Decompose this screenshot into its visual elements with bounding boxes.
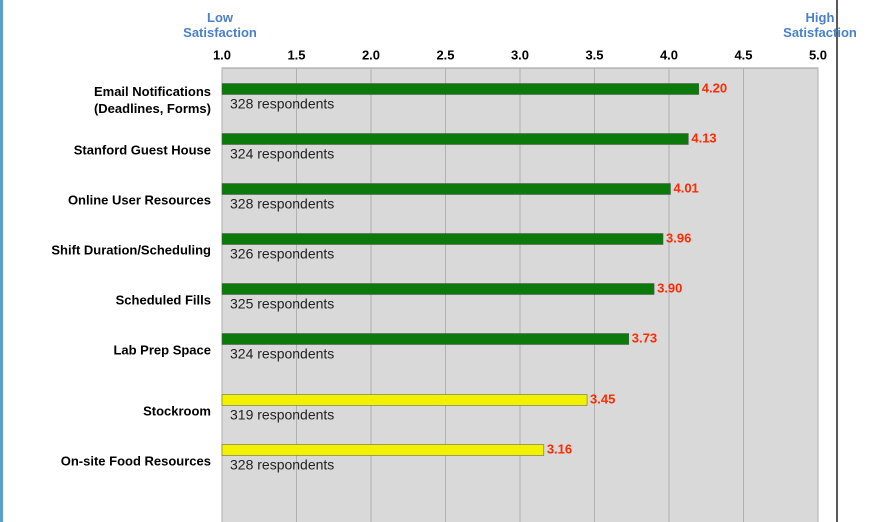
bar: [221, 283, 655, 295]
x-tick-label: 4.0: [660, 47, 678, 62]
respondents-note: 324 respondents: [230, 346, 334, 362]
category-label: Shift Duration/Scheduling: [51, 242, 211, 258]
low-label: Low Satisfaction: [183, 10, 257, 40]
value-label: 3.96: [666, 230, 691, 245]
category-label: Lab Prep Space: [113, 342, 211, 358]
respondents-note: 328 respondents: [230, 196, 334, 212]
x-tick-label: 3.0: [511, 47, 529, 62]
value-label: 4.01: [673, 180, 698, 195]
respondents-note: 325 respondents: [230, 296, 334, 312]
x-tick-label: 4.5: [734, 47, 752, 62]
category-label: Scheduled Fills: [115, 292, 211, 308]
window-edge: [0, 0, 3, 522]
respondents-note: 326 respondents: [230, 246, 334, 262]
value-label: 3.73: [632, 330, 657, 345]
value-label: 4.13: [691, 130, 716, 145]
bar: [221, 333, 630, 345]
x-tick-label: 1.0: [213, 47, 231, 62]
high-label: High Satisfaction: [783, 10, 857, 40]
bar: [221, 233, 664, 245]
value-label: 3.16: [547, 441, 572, 456]
x-tick-label: 3.5: [585, 47, 603, 62]
respondents-note: 328 respondents: [230, 96, 334, 112]
respondents-note: 319 respondents: [230, 407, 334, 423]
bar: [221, 83, 700, 95]
bar: [221, 444, 545, 456]
category-label: On-site Food Resources: [60, 453, 211, 469]
value-label: 4.20: [702, 80, 727, 95]
x-tick-label: 1.5: [287, 47, 305, 62]
x-tick-label: 2.0: [362, 47, 380, 62]
value-label: 3.45: [590, 391, 615, 406]
x-tick-label: 2.5: [436, 47, 454, 62]
respondents-note: 328 respondents: [230, 457, 334, 473]
bar: [221, 394, 588, 406]
category-label: Online User Resources: [67, 192, 211, 208]
value-label: 3.90: [657, 280, 682, 295]
category-label: Email Notifications (Deadlines, Forms): [93, 84, 211, 116]
x-tick-label: 5.0: [809, 47, 827, 62]
respondents-note: 324 respondents: [230, 146, 334, 162]
bar: [221, 183, 671, 195]
bar: [221, 133, 689, 145]
category-label: Stockroom: [143, 403, 211, 419]
category-label: Stanford Guest House: [73, 142, 211, 158]
